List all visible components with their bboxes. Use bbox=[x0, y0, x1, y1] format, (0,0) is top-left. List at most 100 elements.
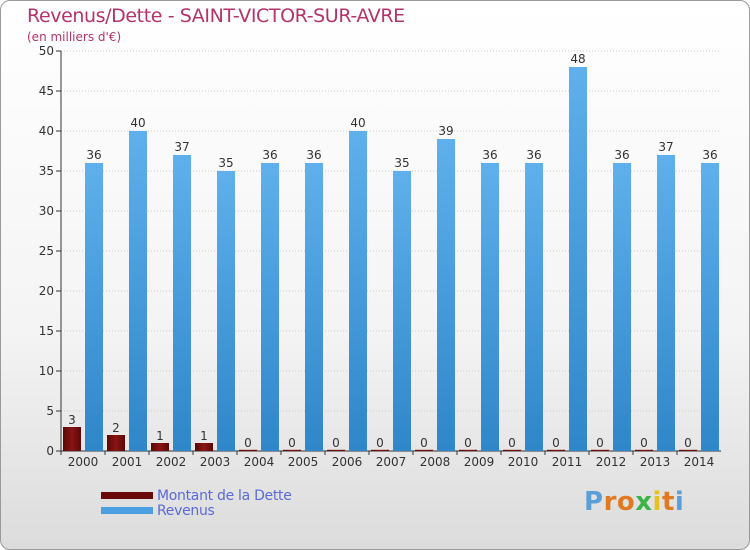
logo-letter: P bbox=[584, 487, 604, 517]
legend-swatch-debt bbox=[101, 492, 153, 499]
data-label-revenue: 36 bbox=[482, 148, 497, 162]
y-tick-label: 45 bbox=[39, 84, 54, 98]
x-tick-label: 2007 bbox=[376, 455, 407, 469]
data-label-revenue: 36 bbox=[262, 148, 277, 162]
logo-letter: o bbox=[616, 487, 636, 517]
x-tick-label: 2008 bbox=[420, 455, 451, 469]
bar-debt bbox=[679, 449, 697, 451]
logo-letter: t bbox=[661, 487, 675, 517]
bar-debt bbox=[239, 449, 257, 451]
y-tick-label: 0 bbox=[46, 444, 54, 458]
x-tick-label: 2004 bbox=[244, 455, 275, 469]
data-label-revenue: 39 bbox=[438, 124, 453, 138]
data-label-revenue: 40 bbox=[130, 116, 145, 130]
logo-letter: i bbox=[652, 487, 662, 517]
y-tick-label: 40 bbox=[39, 124, 54, 138]
y-tick-label: 10 bbox=[39, 364, 54, 378]
x-tick-label: 2003 bbox=[200, 455, 231, 469]
x-tick-label: 2001 bbox=[112, 455, 143, 469]
bar-revenue bbox=[701, 163, 719, 451]
data-label-debt: 0 bbox=[244, 436, 252, 450]
legend-label-debt: Montant de la Dette bbox=[157, 487, 292, 504]
data-label-debt: 0 bbox=[464, 436, 472, 450]
data-label-debt: 2 bbox=[112, 421, 120, 435]
bar-debt bbox=[591, 449, 609, 451]
data-label-revenue: 37 bbox=[174, 140, 189, 154]
y-tick-label: 15 bbox=[39, 324, 54, 338]
data-label-debt: 0 bbox=[288, 436, 296, 450]
bar-debt bbox=[151, 443, 169, 451]
legend-swatch-revenue bbox=[101, 507, 153, 514]
proxiti-logo: Proxiti bbox=[584, 487, 684, 517]
data-label-revenue: 48 bbox=[570, 52, 585, 66]
data-label-debt: 3 bbox=[68, 413, 76, 427]
y-tick-label: 35 bbox=[39, 164, 54, 178]
bar-revenue bbox=[525, 163, 543, 451]
x-tick-label: 2013 bbox=[640, 455, 671, 469]
data-label-debt: 0 bbox=[508, 436, 516, 450]
bar-revenue bbox=[129, 131, 147, 451]
data-label-debt: 0 bbox=[552, 436, 560, 450]
data-label-revenue: 37 bbox=[658, 140, 673, 154]
chart-subtitle: (en milliers d'€) bbox=[27, 30, 122, 44]
y-tick-label: 30 bbox=[39, 204, 54, 218]
y-tick-label: 20 bbox=[39, 284, 54, 298]
data-label-debt: 0 bbox=[376, 436, 384, 450]
data-label-debt: 0 bbox=[684, 436, 692, 450]
bar-debt bbox=[195, 443, 213, 451]
data-label-debt: 1 bbox=[156, 429, 164, 443]
bar-revenue bbox=[437, 139, 455, 451]
x-tick-label: 2011 bbox=[552, 455, 583, 469]
logo-letter: x bbox=[635, 487, 653, 517]
bar-revenue bbox=[657, 155, 675, 451]
x-tick-label: 2000 bbox=[68, 455, 99, 469]
chart-title: Revenus/Dette - SAINT-VICTOR-SUR-AVRE bbox=[27, 5, 405, 27]
data-label-revenue: 36 bbox=[306, 148, 321, 162]
bar-revenue bbox=[217, 171, 235, 451]
data-label-revenue: 36 bbox=[702, 148, 717, 162]
bar-revenue bbox=[349, 131, 367, 451]
x-tick-label: 2012 bbox=[596, 455, 627, 469]
data-label-revenue: 36 bbox=[86, 148, 101, 162]
bar-revenue bbox=[613, 163, 631, 451]
x-tick-label: 2006 bbox=[332, 455, 363, 469]
legend: Montant de la Dette Revenus bbox=[101, 487, 292, 519]
bar-debt bbox=[107, 435, 125, 451]
legend-item-revenue: Revenus bbox=[101, 502, 292, 519]
y-tick-label: 50 bbox=[39, 44, 54, 58]
bar-revenue bbox=[305, 163, 323, 451]
legend-item-debt: Montant de la Dette bbox=[101, 487, 292, 504]
x-tick-label: 2005 bbox=[288, 455, 319, 469]
x-tick-label: 2014 bbox=[684, 455, 715, 469]
bar-debt bbox=[63, 427, 81, 451]
data-label-debt: 0 bbox=[596, 436, 604, 450]
bar-debt bbox=[283, 449, 301, 451]
data-label-debt: 0 bbox=[420, 436, 428, 450]
data-label-revenue: 36 bbox=[614, 148, 629, 162]
y-tick-label: 5 bbox=[46, 404, 54, 418]
bar-debt bbox=[503, 449, 521, 451]
bar-debt bbox=[415, 449, 433, 451]
x-tick-label: 2010 bbox=[508, 455, 539, 469]
data-label-debt: 1 bbox=[200, 429, 208, 443]
bar-revenue bbox=[261, 163, 279, 451]
bar-debt bbox=[459, 449, 477, 451]
logo-letter: r bbox=[603, 487, 617, 517]
bar-debt bbox=[327, 449, 345, 451]
data-label-revenue: 35 bbox=[394, 156, 409, 170]
bar-revenue bbox=[85, 163, 103, 451]
legend-label-revenue: Revenus bbox=[157, 502, 215, 519]
logo-letter: i bbox=[674, 487, 685, 517]
bar-revenue bbox=[481, 163, 499, 451]
data-label-revenue: 36 bbox=[526, 148, 541, 162]
data-label-debt: 0 bbox=[332, 436, 340, 450]
x-tick-label: 2009 bbox=[464, 455, 495, 469]
bar-revenue bbox=[173, 155, 191, 451]
data-label-debt: 0 bbox=[640, 436, 648, 450]
bar-debt bbox=[635, 449, 653, 451]
data-label-revenue: 35 bbox=[218, 156, 233, 170]
bar-revenue bbox=[393, 171, 411, 451]
bar-debt bbox=[371, 449, 389, 451]
